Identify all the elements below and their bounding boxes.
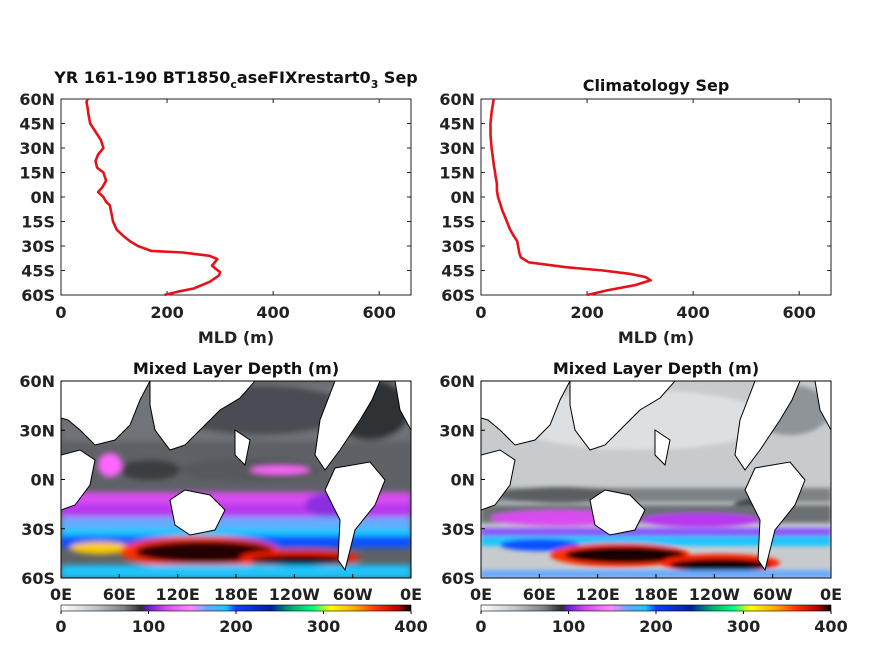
panel-3-title: Mixed Layer Depth (m) bbox=[133, 359, 339, 378]
lon-tick-label: 120W bbox=[269, 585, 320, 604]
x-tick-label: 600 bbox=[362, 303, 395, 322]
colorbar-tick-label: 300 bbox=[307, 617, 340, 636]
lon-tick-label: 0E bbox=[50, 585, 72, 604]
map-panel-right: Mixed Layer Depth (m) bbox=[439, 359, 847, 636]
colorbar-tick-label: 300 bbox=[727, 617, 760, 636]
map-panel-left: Mixed Layer Depth (m) bbox=[19, 359, 427, 636]
y-tick-label: 30S bbox=[21, 237, 55, 256]
y-tick-label: 0N bbox=[450, 188, 475, 207]
lat-tick-label: 30S bbox=[21, 520, 55, 539]
lat-tick-label: 30S bbox=[441, 520, 475, 539]
colorbar-tick-label: 200 bbox=[639, 617, 672, 636]
lon-tick-label: 180E bbox=[634, 585, 678, 604]
x-tick-label: 0 bbox=[475, 303, 486, 322]
panel-1-axes: 0 200 400 600 60N 45N 30N 15N 0N 15S 30S 45S 60S bbox=[19, 90, 412, 322]
lat-tick-label: 60S bbox=[441, 569, 475, 588]
lon-tick-label: 60E bbox=[523, 585, 556, 604]
lat-tick-label: 60N bbox=[19, 372, 55, 391]
y-tick-label: 15N bbox=[439, 164, 475, 183]
panel-4-ticks: 0E 60E 120E 180E 120W 60W 0E 60N 30N 0N 30S 60S bbox=[439, 372, 842, 604]
lon-tick-label: 120E bbox=[156, 585, 200, 604]
x-tick-label: 600 bbox=[782, 303, 815, 322]
y-tick-label: 45N bbox=[19, 115, 55, 134]
panel-2-xlabel: MLD (m) bbox=[618, 328, 694, 347]
mld-profile-line bbox=[85, 98, 222, 297]
y-tick-label: 60S bbox=[21, 286, 55, 305]
colorbar-tick-label: 0 bbox=[475, 617, 486, 636]
y-tick-label: 15S bbox=[21, 213, 55, 232]
panel-2-title: Climatology Sep bbox=[583, 76, 730, 95]
x-tick-label: 400 bbox=[256, 303, 289, 322]
lon-tick-label: 60E bbox=[103, 585, 136, 604]
plot-frame bbox=[480, 98, 832, 296]
colorbar-right: 0 100 200 300 400 bbox=[475, 604, 848, 636]
land-left bbox=[61, 381, 411, 572]
x-tick-label: 200 bbox=[150, 303, 183, 322]
mld-profile-line bbox=[489, 98, 653, 297]
land-right bbox=[481, 381, 831, 572]
y-tick-label: 30N bbox=[439, 139, 475, 158]
colorbar-tick-label: 100 bbox=[132, 617, 165, 636]
lat-tick-label: 0N bbox=[450, 471, 475, 490]
colorbar-right-ticks: 0 100 200 300 400 bbox=[475, 611, 848, 636]
y-tick-label: 60N bbox=[439, 90, 475, 109]
lat-tick-label: 60S bbox=[21, 569, 55, 588]
lon-tick-label: 60W bbox=[753, 585, 793, 604]
line-panel-right: Climatology Sep 0 200 400 600 60N 45N 30N 15N 0N… bbox=[439, 76, 832, 347]
y-tick-label: 15N bbox=[19, 164, 55, 183]
y-tick-label: 30S bbox=[441, 237, 475, 256]
line-panel-left: YR 161-190 BT1850caseFIXrestart03 Sep 0 2… bbox=[19, 68, 417, 347]
lon-tick-label: 0E bbox=[470, 585, 492, 604]
colorbar-left: 0 100 200 300 400 bbox=[55, 604, 428, 636]
mld-field-right bbox=[481, 381, 831, 578]
lat-tick-label: 30N bbox=[19, 421, 55, 440]
lon-tick-label: 120W bbox=[689, 585, 740, 604]
lat-tick-label: 30N bbox=[439, 421, 475, 440]
x-tick-label: 200 bbox=[570, 303, 603, 322]
colorbar-tick-label: 0 bbox=[55, 617, 66, 636]
panel-3-ticks: 0E 60E 120E 180E 120W 60W 0E 60N 30N 0N 30S 60S bbox=[19, 372, 422, 604]
y-tick-label: 60N bbox=[19, 90, 55, 109]
panel-2-axes: 0 200 400 600 60N 45N 30N 15N 0N 15S 30S 45S 60S bbox=[439, 90, 832, 322]
y-tick-label: 60S bbox=[441, 286, 475, 305]
lon-tick-label: 0E bbox=[400, 585, 422, 604]
y-tick-label: 45S bbox=[441, 262, 475, 281]
lon-tick-label: 120E bbox=[576, 585, 620, 604]
colorbar-tick-label: 200 bbox=[219, 617, 252, 636]
y-tick-label: 15S bbox=[441, 213, 475, 232]
y-tick-label: 30N bbox=[19, 139, 55, 158]
colorbar-tick-label: 100 bbox=[552, 617, 585, 636]
panel-1-xlabel: MLD (m) bbox=[198, 328, 274, 347]
lon-tick-label: 180E bbox=[214, 585, 258, 604]
panel-4-title: Mixed Layer Depth (m) bbox=[553, 359, 759, 378]
colorbar-tick-label: 400 bbox=[394, 617, 427, 636]
colorbar-left-ticks: 0 100 200 300 400 bbox=[55, 611, 428, 636]
y-tick-label: 45S bbox=[21, 262, 55, 281]
x-tick-label: 400 bbox=[676, 303, 709, 322]
lat-tick-label: 0N bbox=[30, 471, 55, 490]
mld-field-left bbox=[61, 381, 411, 578]
y-tick-label: 0N bbox=[30, 188, 55, 207]
lon-tick-label: 0E bbox=[820, 585, 842, 604]
y-tick-label: 45N bbox=[439, 115, 475, 134]
lat-tick-label: 60N bbox=[439, 372, 475, 391]
lon-tick-label: 60W bbox=[333, 585, 373, 604]
plot-frame bbox=[60, 98, 412, 296]
panel-1-title: YR 161-190 BT1850caseFIXrestart03 Sep bbox=[53, 68, 418, 91]
colorbar-tick-label: 400 bbox=[814, 617, 847, 636]
x-tick-label: 0 bbox=[55, 303, 66, 322]
